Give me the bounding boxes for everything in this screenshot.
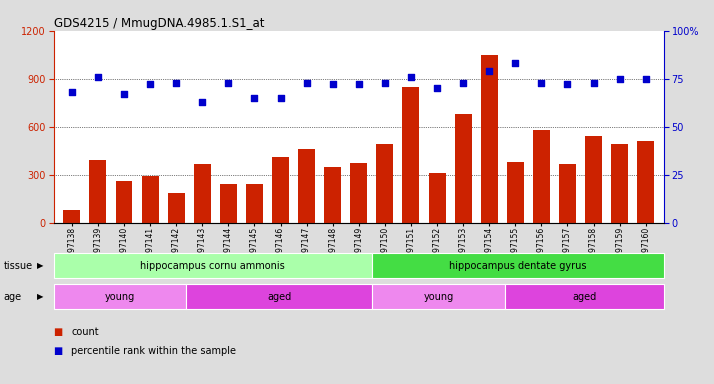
Bar <box>193 164 211 223</box>
Bar <box>272 157 289 223</box>
Text: ▶: ▶ <box>37 262 44 270</box>
Point <box>144 81 156 88</box>
Point <box>248 95 260 101</box>
Bar <box>505 284 664 309</box>
Point <box>536 79 547 86</box>
Text: ■: ■ <box>54 346 63 356</box>
Bar <box>481 55 498 223</box>
Point <box>66 89 78 95</box>
Point <box>510 60 521 66</box>
Point <box>406 74 417 80</box>
Point <box>275 95 286 101</box>
Text: aged: aged <box>267 291 291 302</box>
Bar <box>54 253 372 278</box>
Point <box>353 81 365 88</box>
Bar <box>324 167 341 223</box>
Point <box>614 76 625 82</box>
Bar <box>638 141 654 223</box>
Bar <box>428 173 446 223</box>
Bar <box>298 149 315 223</box>
Point <box>196 99 208 105</box>
Point <box>379 79 391 86</box>
Bar <box>246 184 263 223</box>
Bar <box>141 176 159 223</box>
Bar <box>89 161 106 223</box>
Text: age: age <box>4 291 21 302</box>
Text: young: young <box>105 291 135 302</box>
Text: young: young <box>423 291 453 302</box>
Bar <box>64 210 80 223</box>
Point <box>640 76 651 82</box>
Bar <box>585 136 602 223</box>
Point <box>431 85 443 91</box>
Text: percentile rank within the sample: percentile rank within the sample <box>71 346 236 356</box>
Point <box>327 81 338 88</box>
Bar <box>220 184 237 223</box>
Bar <box>403 87 419 223</box>
Text: hippocampus dentate gyrus: hippocampus dentate gyrus <box>449 261 587 271</box>
Point <box>92 74 104 80</box>
Bar <box>351 163 367 223</box>
Bar <box>372 284 505 309</box>
Point <box>223 79 234 86</box>
Point <box>483 68 495 74</box>
Point <box>171 79 182 86</box>
Bar <box>376 144 393 223</box>
Text: ■: ■ <box>54 327 63 337</box>
Bar <box>372 253 664 278</box>
Text: tissue: tissue <box>4 261 33 271</box>
Text: hippocampus cornu ammonis: hippocampus cornu ammonis <box>141 261 285 271</box>
Text: ▶: ▶ <box>37 292 44 301</box>
Bar <box>455 114 472 223</box>
Bar <box>116 181 133 223</box>
Bar <box>507 162 524 223</box>
Text: aged: aged <box>572 291 596 302</box>
Text: count: count <box>71 327 99 337</box>
Point <box>562 81 573 88</box>
Bar <box>611 144 628 223</box>
Point <box>458 79 469 86</box>
Point <box>119 91 130 97</box>
Text: GDS4215 / MmugDNA.4985.1.S1_at: GDS4215 / MmugDNA.4985.1.S1_at <box>54 17 264 30</box>
Point <box>588 79 599 86</box>
Bar <box>559 164 576 223</box>
Point <box>301 79 312 86</box>
Bar <box>533 130 550 223</box>
Bar <box>54 284 186 309</box>
Bar <box>186 284 372 309</box>
Bar <box>168 193 185 223</box>
